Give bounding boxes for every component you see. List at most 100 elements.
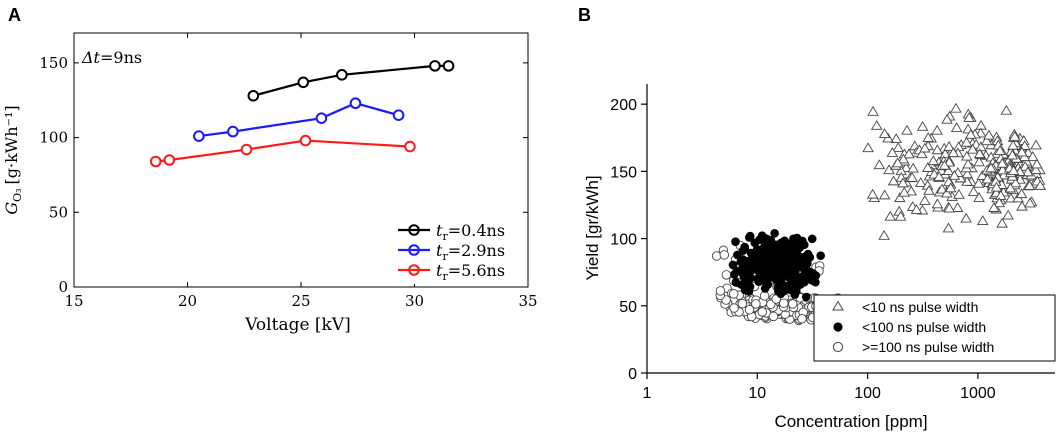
scatter-triangle-point [886,147,899,157]
svg-text:tr=2.9ns: tr=2.9ns [436,241,505,263]
scatter-filled-point [800,258,809,267]
panel-a-ytick-label: 150 [39,54,68,72]
panel-a-point-2 [240,143,253,156]
scatter-triangle-point [1030,139,1042,150]
scatter-triangle-point [910,204,923,214]
scatter-triangle-point [953,188,965,199]
scatter-triangle-point [948,169,961,180]
scatter-triangle-point [1031,158,1043,169]
panel-a-ylabel-unit: [g·kWh⁻¹] [2,105,21,184]
panel-b-legend-item-1: <100 ns pulse width [833,319,986,335]
scatter-triangle-point [894,210,907,221]
panel-a-ytick-label: 0 [58,278,68,296]
scatter-filled-point [784,251,793,261]
scatter-filled-point [766,251,775,261]
scatter-filled-point [771,274,780,284]
scatter-filled-point [816,251,825,260]
scatter-triangle-point [936,183,948,194]
panel-a-ylabel-main: G [2,202,21,215]
scatter-triangle-point [903,148,915,159]
scatter-filled-point [807,276,817,285]
scatter-filled-point [799,264,809,274]
legend-label-1-sub: r [442,250,448,263]
scatter-triangle-point [878,128,891,138]
panel-b-ytick-label: 50 [619,299,637,316]
legend-triangle-marker [832,300,844,311]
scatter-open-point [744,304,755,315]
scatter-triangle-point [944,182,957,193]
scatter-triangle-point [980,135,993,146]
scatter-triangle-point [867,105,879,116]
scatter-triangle-point [1034,179,1047,190]
scatter-triangle-point [988,202,1000,212]
scatter-triangle-point [878,229,890,240]
scatter-triangle-point [973,192,985,202]
scatter-triangle-point [993,197,1006,208]
panel-a-point-2 [299,134,312,147]
scatter-triangle-point [941,113,953,124]
scatter-triangle-point [1030,164,1042,175]
panel-a-point-1 [349,97,362,110]
panel-b-ytick-label: 100 [610,232,637,249]
panel-b-legend-box [813,294,1056,362]
panel-a-series [149,60,455,168]
scatter-triangle-point [916,148,928,159]
panel-a-point-0 [442,60,455,72]
scatter-triangle-point [900,162,912,173]
scatter-triangle-point [1016,146,1028,157]
scatter-filled-point [750,238,760,248]
panel-a-point-1 [392,109,405,121]
scatter-triangle-point [901,124,913,135]
scatter-triangle-point [931,198,944,209]
scatter-triangle-point [1009,177,1022,188]
panel-a-xlabel: Voltage [kV] [244,315,351,335]
scatter-filled-point [801,292,811,302]
scatter-triangle-point [914,177,927,187]
scatter-filled-point [748,261,757,270]
panel-b-legend-item-0: <10 ns pulse width [832,299,978,315]
scatter-open-point [759,291,770,301]
scatter-triangle-point [870,119,883,130]
scatter-open-point [797,314,807,324]
panel-a-xtick-label: 20 [178,292,197,310]
scatter-triangle-point [996,217,1008,228]
scatter-triangle-point [884,210,897,221]
panel-a-point-2 [404,140,416,153]
scatter-triangle-point [905,185,918,196]
scatter-filled-point [740,285,750,295]
scatter-triangle-point [890,133,903,143]
panel-b-xlabel: Concentration [ppm] [774,412,927,431]
scatter-filled-point [766,235,776,245]
scatter-triangle-point [975,119,987,130]
scatter-filled-point [803,249,813,259]
scatter-filled-point [762,274,771,284]
scatter-triangle-point [963,112,975,122]
panel-b-ytick-label: 150 [610,164,637,181]
scatter-triangle-point [1007,165,1020,175]
scatter-triangle-point [942,165,955,175]
scatter-triangle-point [947,147,960,158]
scatter-filled-point [740,242,750,252]
delta-t-value: =9ns [100,48,142,67]
panel-b-ticks: 1 10 100 1000 0 50 100 150 200 [610,97,996,402]
scatter-triangle-point [1002,209,1014,220]
scatter-triangle-point [938,159,951,170]
scatter-triangle-point [1024,197,1036,208]
svg-text:tr=0.4ns: tr=0.4ns [436,221,505,243]
panel-b-xtick-label: 1 [643,385,652,402]
scatter-filled-point [759,243,769,252]
scatter-triangle-point [951,202,964,212]
scatter-triangle-point [960,136,973,147]
scatter-triangle-point [1022,166,1034,177]
panel-a-legend-item-1: tr=2.9ns [398,241,505,263]
scatter-open-point [729,303,739,313]
panel-a-legend: tr=0.4ns tr=2.9ns tr=5.6ns [392,216,526,284]
scatter-triangle-point [898,186,911,197]
scatter-filled-point [744,233,754,242]
panel-a-point-0 [247,89,260,102]
panel-a-point-2 [163,154,176,166]
scatter-triangle-point [919,195,931,205]
panel-a-ytick-label: 50 [49,203,68,221]
scatter-triangle-point [960,212,972,223]
